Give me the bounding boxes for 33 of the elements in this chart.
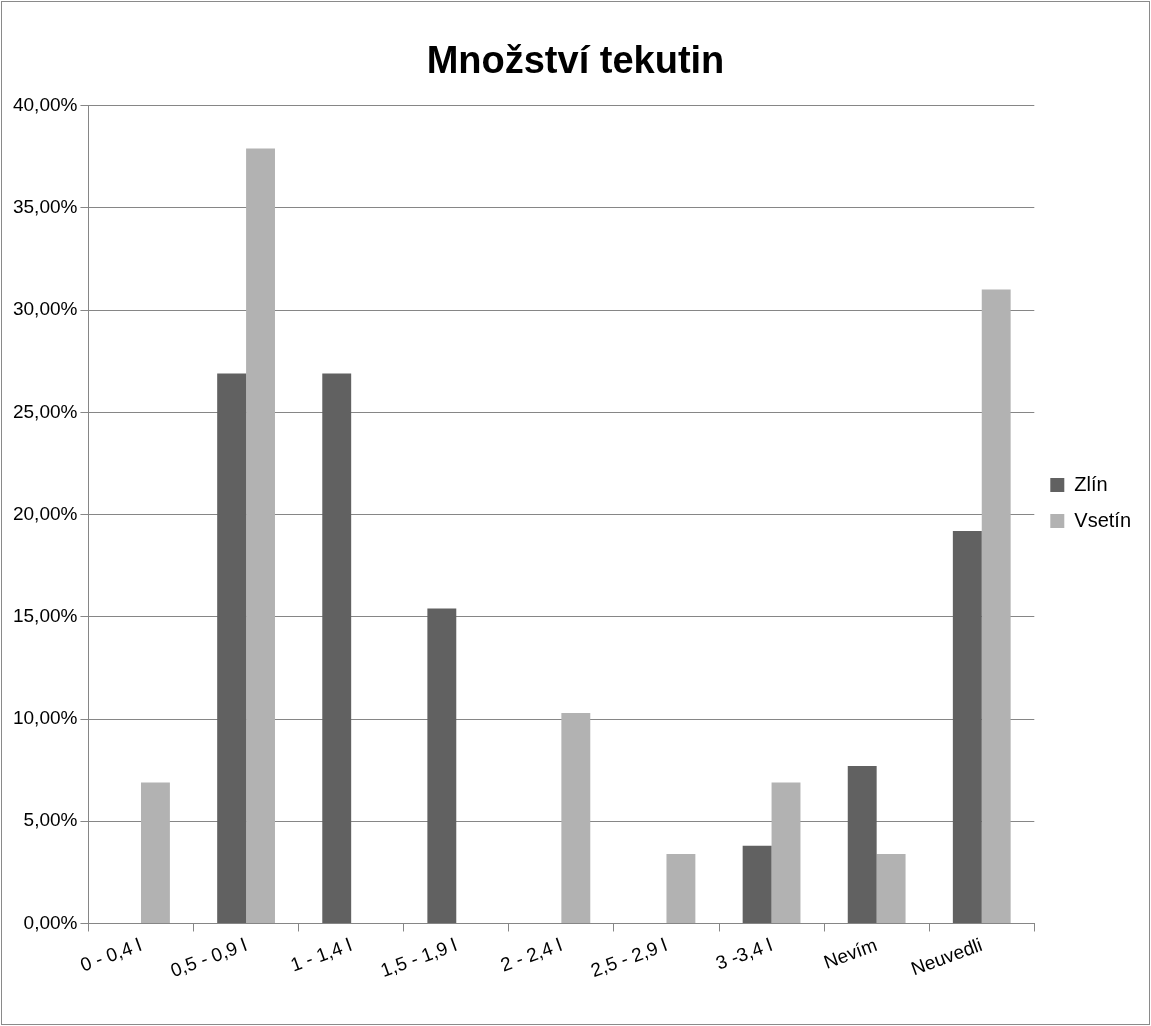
bar: [561, 712, 591, 923]
x-tick-label: 2,5 - 2,9 l: [588, 934, 670, 981]
bar: [246, 148, 275, 923]
bar: [952, 530, 982, 923]
y-tick-label: 5,00%: [23, 809, 78, 831]
x-tick-label: 1,5 - 1,9 l: [377, 934, 460, 981]
y-tick-label: 25,00%: [12, 400, 78, 422]
y-tick-label: 20,00%: [12, 502, 78, 524]
y-tick-label: 35,00%: [12, 196, 78, 218]
x-tick-label: Nevím: [821, 934, 880, 973]
bar: [742, 845, 772, 923]
x-tick-label: 0 - 0,4 l: [77, 934, 145, 976]
x-tick-label: 1 - 1,4 l: [287, 934, 355, 976]
y-tick-label: 0,00%: [23, 911, 78, 933]
y-tick-label: 15,00%: [12, 605, 78, 627]
x-tick-label: 0,5 - 0,9 l: [167, 934, 250, 981]
y-tick-label: 30,00%: [12, 298, 78, 320]
bar: [981, 289, 1011, 923]
bar: [847, 766, 877, 923]
x-tick-label: 2 - 2,4 l: [497, 934, 565, 976]
y-tick-label: 40,00%: [12, 93, 78, 115]
bar: [666, 853, 696, 923]
bar: [322, 373, 352, 923]
x-tick-label: 3 -3,4 l: [712, 934, 775, 974]
y-tick-label: 10,00%: [12, 707, 78, 729]
bar: [140, 782, 170, 923]
legend-label: Zlín: [1074, 472, 1108, 495]
bar: [217, 373, 247, 923]
bar: [771, 782, 801, 923]
bar: [427, 608, 457, 923]
chart-title: Množství tekutin: [426, 39, 725, 82]
legend-label: Vsetín: [1074, 508, 1131, 531]
bar: [876, 853, 906, 923]
